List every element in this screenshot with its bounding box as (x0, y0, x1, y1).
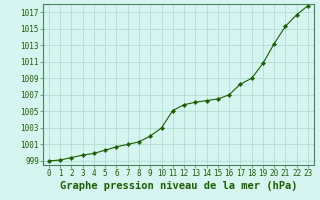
X-axis label: Graphe pression niveau de la mer (hPa): Graphe pression niveau de la mer (hPa) (60, 181, 297, 191)
